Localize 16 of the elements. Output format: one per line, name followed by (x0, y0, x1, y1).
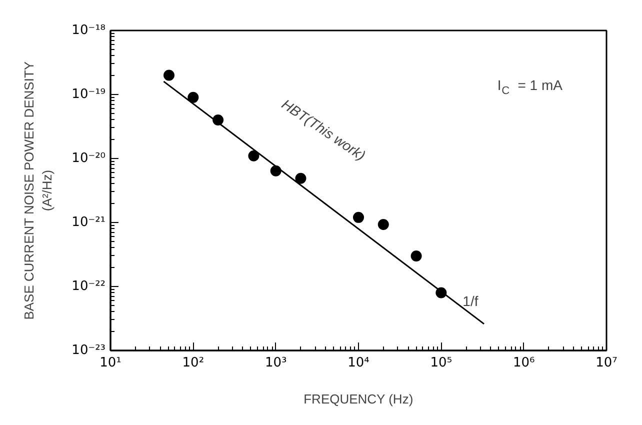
y-axis-title: BASE CURRENT NOISE POWER DENSITY (A²/Hz) (22, 61, 55, 320)
y-tick-label: 10⁻¹⁹ (72, 87, 106, 102)
y-tick-label: 10⁻²¹ (72, 215, 106, 230)
x-tick-label: 10⁶ (512, 356, 535, 370)
x-tick-label: 10⁵ (430, 356, 452, 370)
y-tick-label: 10⁻²³ (72, 343, 106, 358)
x-axis-title: FREQUENCY (Hz) (304, 392, 414, 406)
x-tick-label: 10⁴ (348, 356, 370, 370)
y-tick-label: 10⁻²² (72, 279, 106, 294)
x-tick-label: 10⁷ (596, 356, 618, 370)
y-tick-label: 10⁻¹⁸ (72, 23, 106, 38)
x-tick-label: 10³ (264, 356, 287, 370)
y-tick-label: 10⁻²⁰ (72, 151, 106, 166)
x-tick-label: 10² (182, 356, 204, 370)
annotation: 1/f (462, 292, 478, 309)
x-tick-label: 10¹ (100, 356, 122, 370)
